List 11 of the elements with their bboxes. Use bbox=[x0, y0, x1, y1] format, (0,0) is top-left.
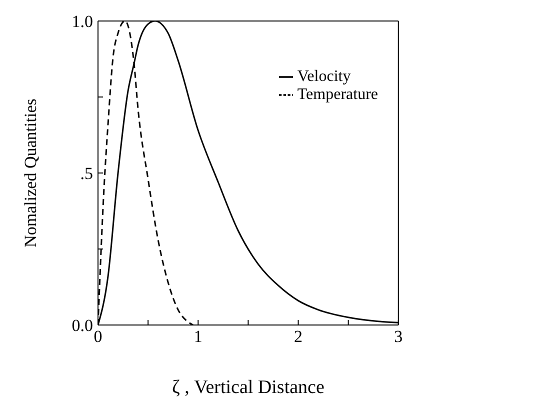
legend-label: Temperature bbox=[297, 86, 378, 103]
y-axis-title: Nomalized Quantities bbox=[21, 98, 40, 248]
y-tick-label: 0.0 bbox=[72, 316, 93, 336]
x-tick-label: 0 bbox=[94, 327, 102, 346]
x-tick-label: 2 bbox=[294, 327, 303, 346]
x-tick-label: 1 bbox=[194, 327, 202, 346]
x-tick-label: 3 bbox=[394, 327, 403, 346]
legend-label: Velocity bbox=[297, 68, 351, 85]
x-axis-title: ζ , Vertical Distance bbox=[172, 377, 324, 398]
y-tick-label: 1.0 bbox=[72, 12, 93, 32]
y-tick-label: .5 bbox=[80, 164, 93, 184]
